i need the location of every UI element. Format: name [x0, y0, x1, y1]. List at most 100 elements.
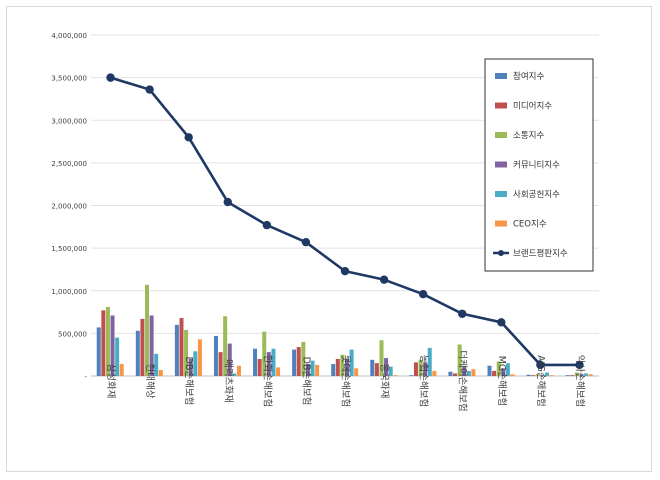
- bar: [101, 310, 106, 376]
- bar: [232, 373, 237, 376]
- bar: [266, 352, 271, 376]
- legend-label: 소통지수: [513, 131, 544, 141]
- line-point: [262, 220, 272, 230]
- line-point: [223, 197, 232, 207]
- bar: [579, 374, 584, 376]
- line-point: [145, 85, 154, 94]
- bar: [427, 347, 432, 376]
- legend-swatch: [495, 161, 507, 168]
- x-tick-label: 한화손해보험: [261, 355, 273, 407]
- bar: [535, 374, 540, 376]
- bar: [315, 364, 320, 376]
- brand-reputation-chart: - 500,000 1,000,000 1,500,000 2,000,000 2,500…: [51, 32, 599, 412]
- chart-frame: - 500,000 1,000,000 1,500,000 2,000,000 2,500…: [6, 6, 652, 472]
- x-tick-label: 흥국화재: [379, 364, 391, 399]
- bar: [310, 360, 315, 376]
- bar: [345, 358, 349, 376]
- legend-swatch: [495, 191, 507, 197]
- bar: [453, 373, 458, 376]
- bar: [193, 351, 198, 376]
- line-point: [536, 360, 545, 370]
- y-tick-label: 1,000,000: [51, 288, 87, 296]
- bar: [262, 331, 267, 376]
- line-point: [106, 73, 115, 82]
- bar: [409, 375, 414, 376]
- bar: [462, 366, 467, 376]
- x-tick-label: AIG손해보험: [535, 355, 547, 407]
- bar: [384, 358, 389, 376]
- legend-label: CEO지수: [513, 220, 547, 230]
- bar: [501, 368, 506, 376]
- bar: [349, 349, 354, 376]
- bar: [393, 375, 398, 376]
- bar: [565, 375, 570, 376]
- bar: [423, 362, 428, 376]
- bar: [526, 374, 531, 376]
- bar: [370, 359, 375, 376]
- legend-label: 사회공헌지수: [513, 190, 560, 200]
- x-tick-label: 더케이손해보험: [457, 350, 469, 411]
- bar: [213, 335, 218, 376]
- bar: [570, 375, 575, 376]
- x-tick-label: 삼성화재: [105, 364, 116, 399]
- bar: [549, 375, 554, 376]
- y-tick-label: 3,500,000: [51, 75, 87, 83]
- bar: [135, 330, 140, 376]
- bar: [271, 348, 276, 376]
- bar: [119, 364, 124, 376]
- bar: [540, 375, 545, 376]
- bar: [227, 343, 232, 376]
- y-tick-label: 1,500,000: [51, 245, 87, 253]
- bar: [574, 372, 579, 376]
- x-tick-label: 농협손해보험: [418, 355, 430, 407]
- bar: [301, 341, 306, 376]
- bar: [140, 318, 145, 376]
- legend-swatch: [495, 220, 507, 227]
- bar: [257, 358, 262, 376]
- x-tick-label: 현대해상: [144, 364, 156, 399]
- line-point: [575, 360, 584, 370]
- line-point: [458, 309, 467, 318]
- line-point: [301, 237, 311, 247]
- x-tick-label: DB손해보험: [300, 357, 312, 406]
- line-point: [340, 266, 350, 276]
- bar: [335, 358, 340, 376]
- legend-label: 브랜드평판지수: [513, 248, 568, 259]
- bar: [531, 375, 536, 376]
- x-tick-label: MG손해보험: [496, 356, 508, 407]
- bar: [305, 364, 310, 376]
- legend-swatch: [495, 132, 507, 138]
- bar: [544, 372, 549, 376]
- bar: [466, 370, 471, 376]
- bar: [292, 349, 297, 376]
- x-tick-label: 롯데손해보험: [340, 355, 352, 407]
- bar: [379, 340, 384, 376]
- bar: [236, 365, 241, 376]
- bar: [253, 348, 258, 376]
- bar: [96, 327, 101, 376]
- y-tick-label: -: [84, 373, 87, 381]
- bar: [496, 361, 501, 376]
- x-tick-label: 메리츠화재: [222, 359, 233, 403]
- legend-swatch: [498, 250, 504, 256]
- bar: [505, 363, 510, 376]
- y-tick-label: 2,500,000: [51, 160, 87, 168]
- bar: [110, 315, 115, 376]
- bar: [149, 315, 154, 376]
- bar: [354, 368, 359, 376]
- bar: [413, 362, 418, 376]
- legend-label: 커뮤니티지수: [513, 160, 560, 171]
- bar: [145, 284, 150, 376]
- bar: [115, 337, 120, 376]
- bar: [471, 369, 476, 376]
- y-tick-label: 3,000,000: [51, 117, 87, 125]
- bar: [174, 324, 179, 376]
- bar: [223, 316, 228, 376]
- legend-swatch: [495, 73, 507, 79]
- bar: [448, 371, 453, 376]
- bar: [457, 344, 462, 376]
- legend-label: 미디어지수: [513, 101, 552, 112]
- bar: [418, 359, 423, 376]
- legend-swatch: [495, 102, 507, 109]
- line-point: [497, 318, 506, 327]
